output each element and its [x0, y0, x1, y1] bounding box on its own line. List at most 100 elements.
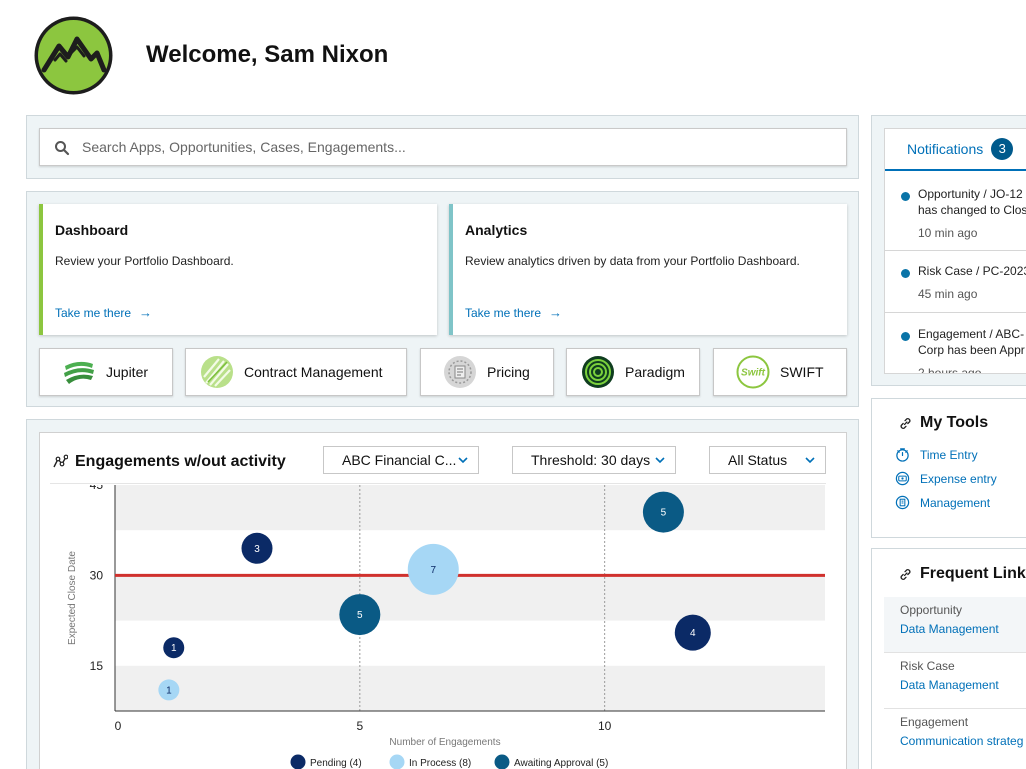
frequent-link[interactable]: Communication strateg: [900, 734, 1024, 748]
bubble: [674, 614, 711, 651]
link-group-label: Risk Case: [900, 659, 955, 673]
tool-expense-entry-link[interactable]: Expense entry: [895, 471, 997, 486]
dropdown-value: Threshold: 30 days: [531, 452, 651, 468]
analytics-take-me-there-link[interactable]: Take me there →: [465, 305, 562, 320]
tool-label: Expense entry: [920, 471, 997, 486]
x-tick-label: 0: [115, 719, 122, 733]
app-pricing-button[interactable]: Pricing: [420, 348, 554, 396]
frequent-link[interactable]: Data Management: [900, 678, 999, 692]
bubble: [158, 679, 180, 701]
timer-icon: [896, 448, 909, 462]
bubble-label: 1: [171, 643, 177, 654]
bubble-label: 1: [166, 685, 172, 696]
frequent-links-panel: Frequent Link Opportunity Data Managemen…: [871, 548, 1026, 769]
legend-entry: Pending (4): [310, 758, 362, 769]
y-tick-label: 45: [90, 485, 104, 492]
search-box: [39, 128, 847, 166]
app-launcher: Jupiter Contract Management Pricing: [39, 348, 849, 396]
search-icon: [55, 141, 70, 156]
tool-label: Management: [920, 495, 991, 510]
app-paradigm-button[interactable]: Paradigm: [566, 348, 700, 396]
chevron-down-icon: [655, 457, 665, 464]
building-icon: [895, 495, 910, 510]
app-label: Jupiter: [106, 364, 149, 380]
y-tick-label: 30: [90, 568, 104, 582]
card-description: Review analytics driven by data from you…: [465, 254, 800, 268]
link-icon: [900, 418, 911, 429]
bubble-label: 7: [430, 565, 436, 576]
notification-item[interactable]: Opportunity / JO-12 has changed to Clos …: [885, 186, 1026, 251]
link-group-label: Opportunity: [900, 603, 963, 617]
frequent-link-group: Risk Case Data Management: [884, 653, 1026, 709]
card-title: Dashboard: [55, 222, 129, 238]
dropdown-value: All Status: [728, 452, 788, 468]
grid-band: [115, 575, 825, 621]
app-contract-management-button[interactable]: Contract Management: [185, 348, 407, 396]
link-label: Take me there: [55, 306, 132, 320]
notification-count-badge: 3: [991, 138, 1014, 160]
bubble-label: 3: [254, 544, 260, 555]
tool-label: Time Entry: [920, 447, 978, 462]
x-tick-label: 5: [356, 719, 363, 733]
chart-title: Engagements w/out activity: [75, 453, 286, 470]
legend-entry: Awaiting Approval (5): [514, 758, 608, 769]
bubble: [241, 532, 273, 564]
x-axis-label: Number of Engagements: [389, 737, 500, 748]
welcome-heading: Welcome, Sam Nixon: [146, 41, 389, 68]
tab-label: Notifications: [907, 141, 984, 157]
legend-swatch: [494, 754, 510, 769]
app-label: Contract Management: [244, 364, 383, 380]
search-panel: [26, 115, 859, 179]
notification-text-line: has changed to Clos: [918, 203, 1026, 217]
legend-swatch: [290, 754, 306, 769]
notifications-panel: Notifications 3 Opportunity / JO-12 has …: [871, 115, 1026, 386]
notification-item[interactable]: Risk Case / PC-2023 45 min ago: [885, 263, 1026, 313]
notification-time: 2 hours ago: [918, 366, 982, 374]
link-icon: [900, 569, 911, 580]
notification-text-line: Engagement / ABC-: [918, 327, 1025, 341]
paradigm-icon: [582, 356, 614, 388]
frequent-link[interactable]: Data Management: [900, 622, 999, 636]
x-tick-label: 10: [598, 719, 612, 733]
bubble-label: 5: [357, 610, 363, 621]
bubble: [642, 491, 684, 533]
contract-management-icon: [201, 356, 233, 388]
card-description: Review your Portfolio Dashboard.: [55, 254, 234, 268]
y-axis-label: Expected Close Date: [67, 551, 78, 645]
chart-divider: [50, 483, 826, 484]
bubble: [339, 594, 381, 636]
client-filter-dropdown[interactable]: ABC Financial C...: [323, 446, 479, 474]
unread-dot-icon: [901, 192, 910, 201]
tool-management-link[interactable]: Management: [895, 495, 990, 510]
notification-item[interactable]: Engagement / ABC- Corp has been Appr 2 h…: [885, 326, 1026, 374]
tool-time-entry-link[interactable]: Time Entry: [895, 447, 978, 462]
app-jupiter-button[interactable]: Jupiter: [39, 348, 173, 396]
frequent-link-group: Engagement Communication strateg: [884, 709, 1026, 765]
app-label: SWIFT: [780, 364, 824, 380]
frequent-link-group: Opportunity Data Management: [884, 597, 1026, 653]
link-label: Take me there: [465, 306, 542, 320]
status-filter-dropdown[interactable]: All Status: [709, 446, 826, 474]
unread-dot-icon: [901, 269, 910, 278]
tab-notifications[interactable]: Notifications 3: [885, 129, 1026, 171]
bubble-label: 5: [661, 508, 667, 519]
notifications-card: Notifications 3 Opportunity / JO-12 has …: [884, 128, 1026, 374]
analytics-card: Analytics Review analytics driven by dat…: [449, 204, 847, 335]
threshold-dropdown[interactable]: Threshold: 30 days: [512, 446, 676, 474]
swift-icon: Swift: [736, 355, 770, 389]
chevron-down-icon: [458, 457, 468, 464]
search-input[interactable]: [82, 129, 832, 165]
card-title: Analytics: [465, 222, 528, 238]
quick-access-panel: Dashboard Review your Portfolio Dashboar…: [26, 191, 859, 407]
arrow-right-icon: →: [139, 305, 153, 320]
notification-text-line: Risk Case / PC-2023: [918, 264, 1026, 278]
link-group-label: Engagement: [900, 715, 969, 729]
scatter-chart-icon: [53, 454, 68, 468]
unread-dot-icon: [901, 332, 910, 341]
dashboard-take-me-there-link[interactable]: Take me there →: [55, 305, 152, 320]
jupiter-icon: [63, 356, 95, 388]
chevron-down-icon: [805, 457, 815, 464]
app-swift-button[interactable]: Swift SWIFT: [713, 348, 847, 396]
pricing-icon: [444, 356, 476, 388]
